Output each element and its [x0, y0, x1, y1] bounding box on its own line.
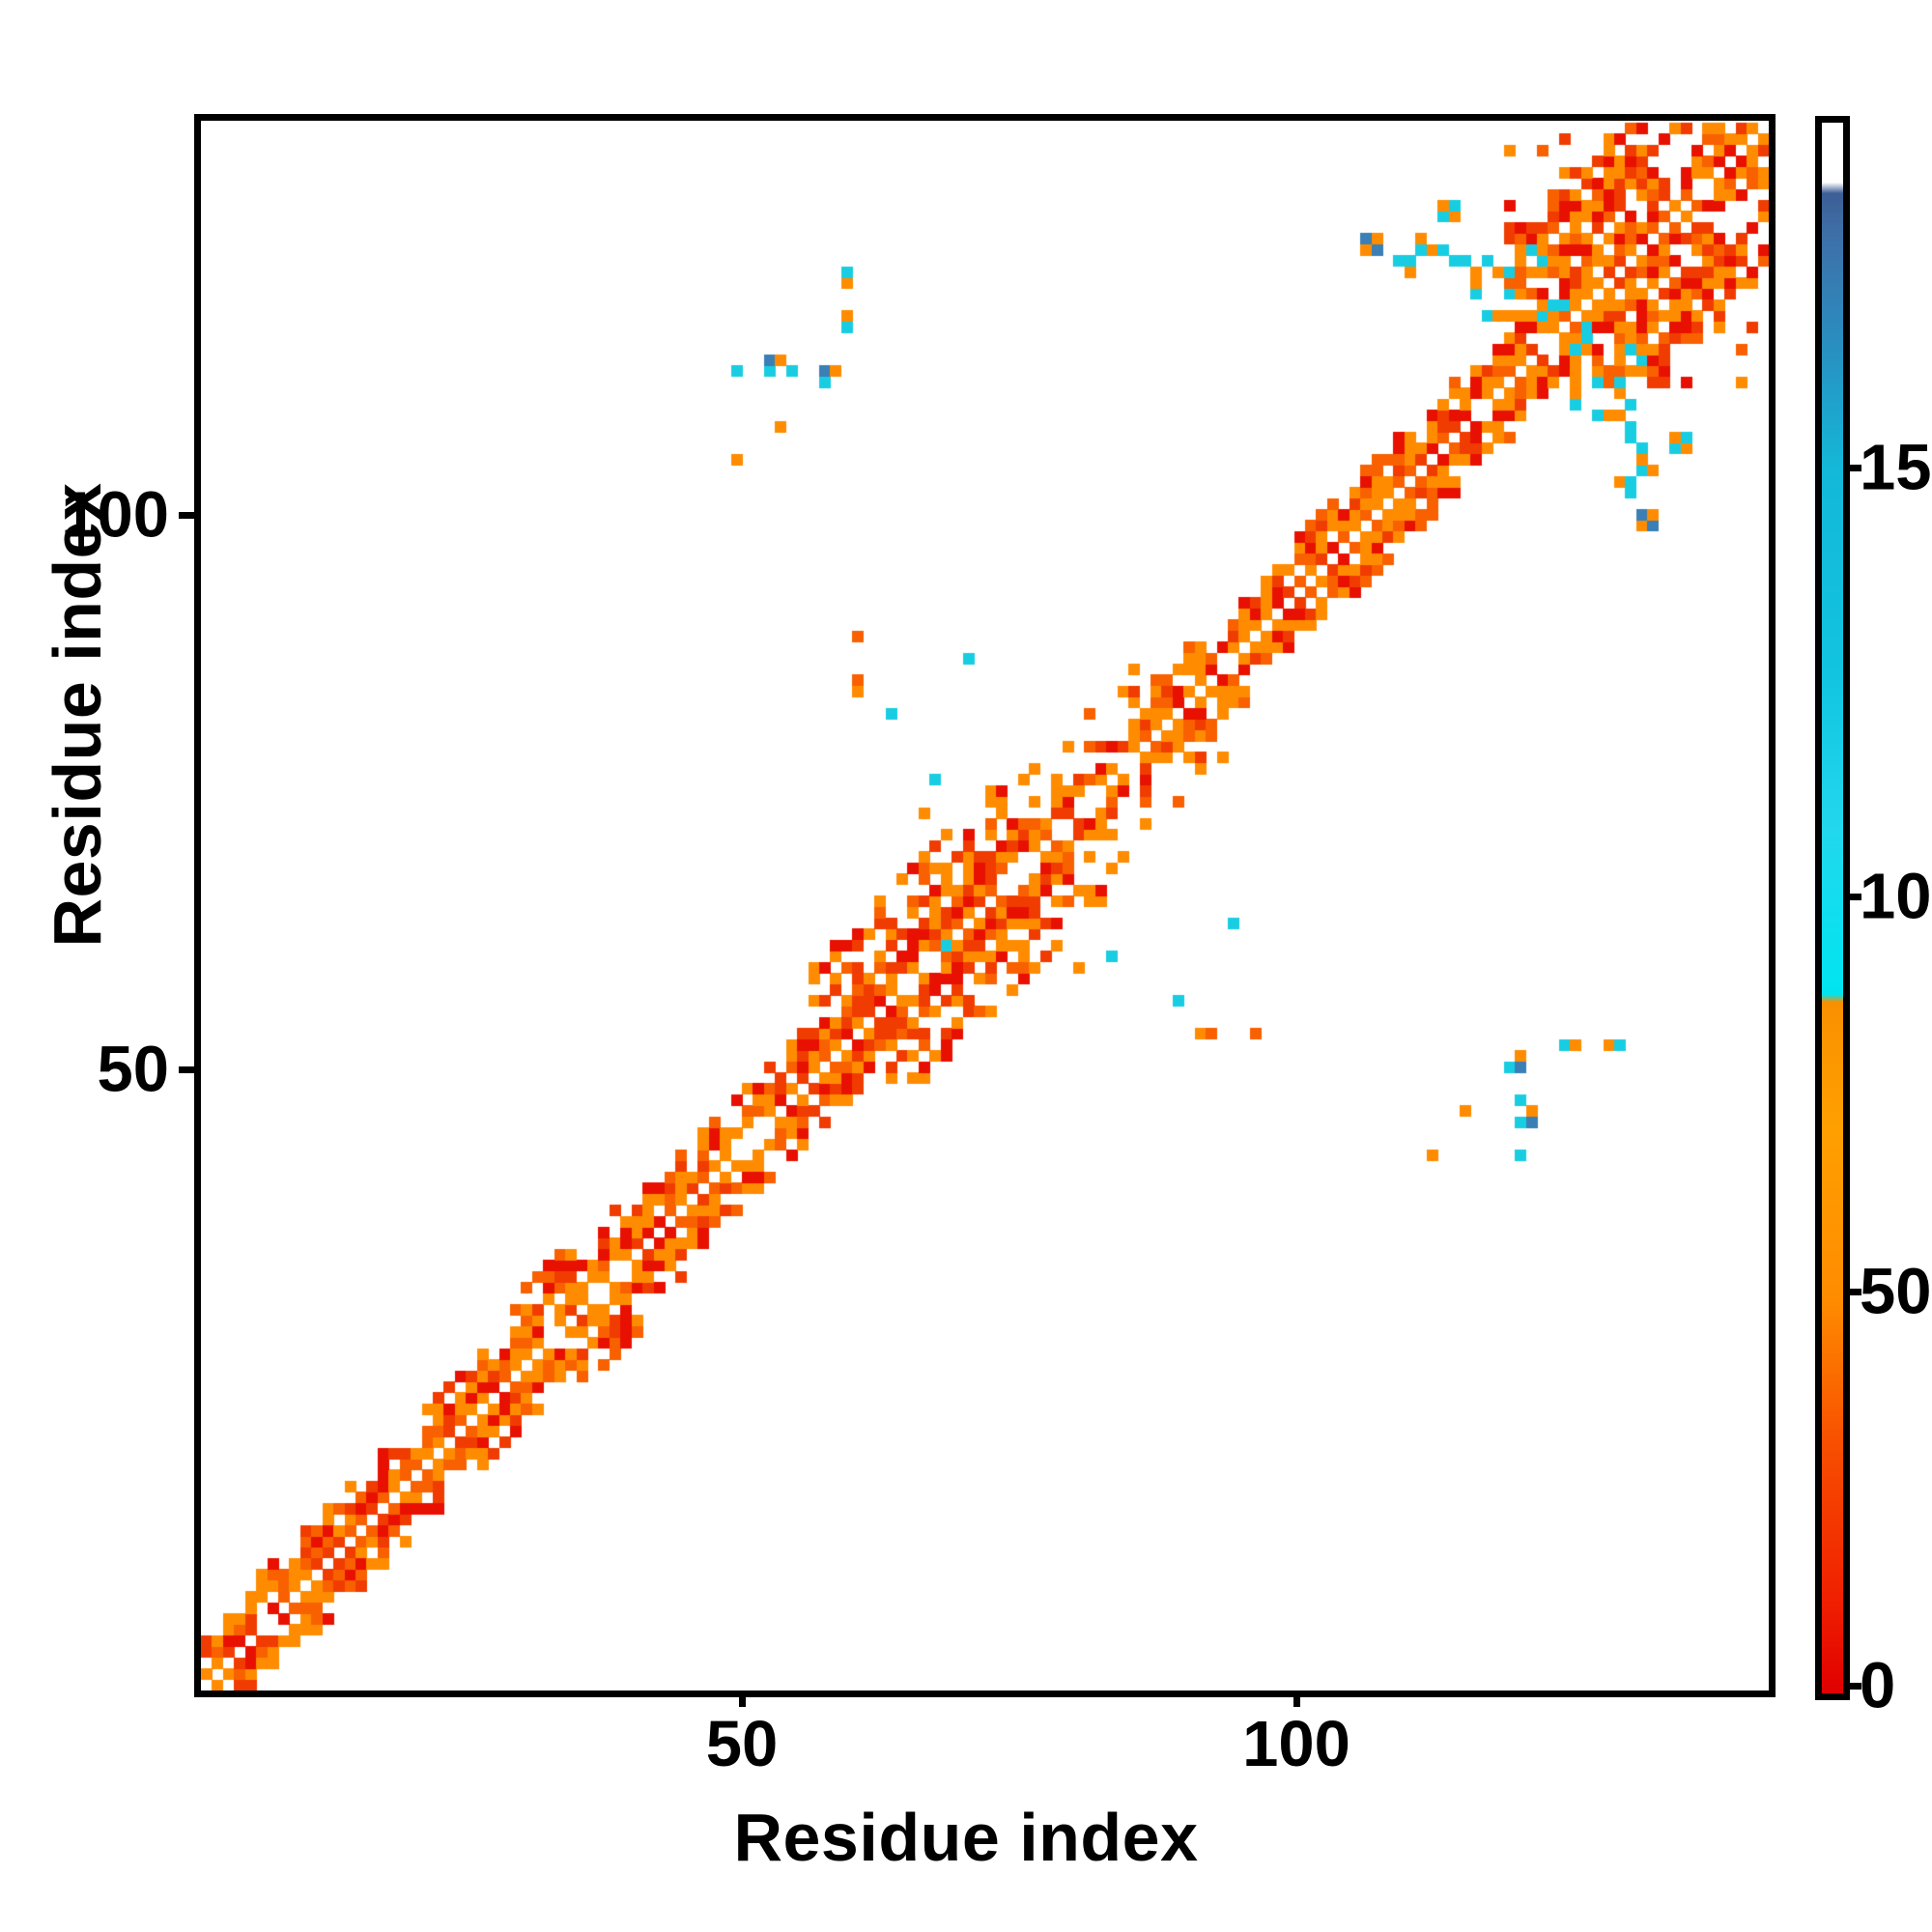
- x-axis-title: Residue index: [733, 1800, 1199, 1875]
- colorbar-tick-0: [1848, 1683, 1861, 1690]
- contact-map-canvas: [201, 121, 1769, 1690]
- y-ticklabel-100: 100: [61, 478, 169, 552]
- colorbar-label-50: 50: [1860, 1255, 1932, 1328]
- colorbar-label-150: 150: [1860, 431, 1932, 504]
- y-axis-title-wrap: Residue index: [39, 135, 116, 1294]
- x-tick-50: [739, 1690, 746, 1707]
- colorbar-tick-150: [1848, 465, 1861, 471]
- colorbar-gradient: [1822, 123, 1843, 1693]
- x-tick-100: [1293, 1690, 1300, 1707]
- y-tick-100: [179, 512, 195, 519]
- colorbar-tick-100: [1848, 894, 1861, 900]
- contact-map-plot-area: [194, 114, 1776, 1697]
- y-axis-title: Residue index: [40, 482, 115, 948]
- colorbar-label-0: 0: [1860, 1649, 1896, 1722]
- y-ticklabel-50: 50: [97, 1033, 169, 1106]
- x-ticklabel-100: 100: [1242, 1708, 1350, 1780]
- colorbar-label-100: 100: [1860, 860, 1932, 933]
- colorbar: [1815, 116, 1850, 1700]
- x-ticklabel-50: 50: [705, 1708, 779, 1780]
- y-tick-50: [179, 1066, 195, 1073]
- colorbar-tick-50: [1848, 1289, 1861, 1295]
